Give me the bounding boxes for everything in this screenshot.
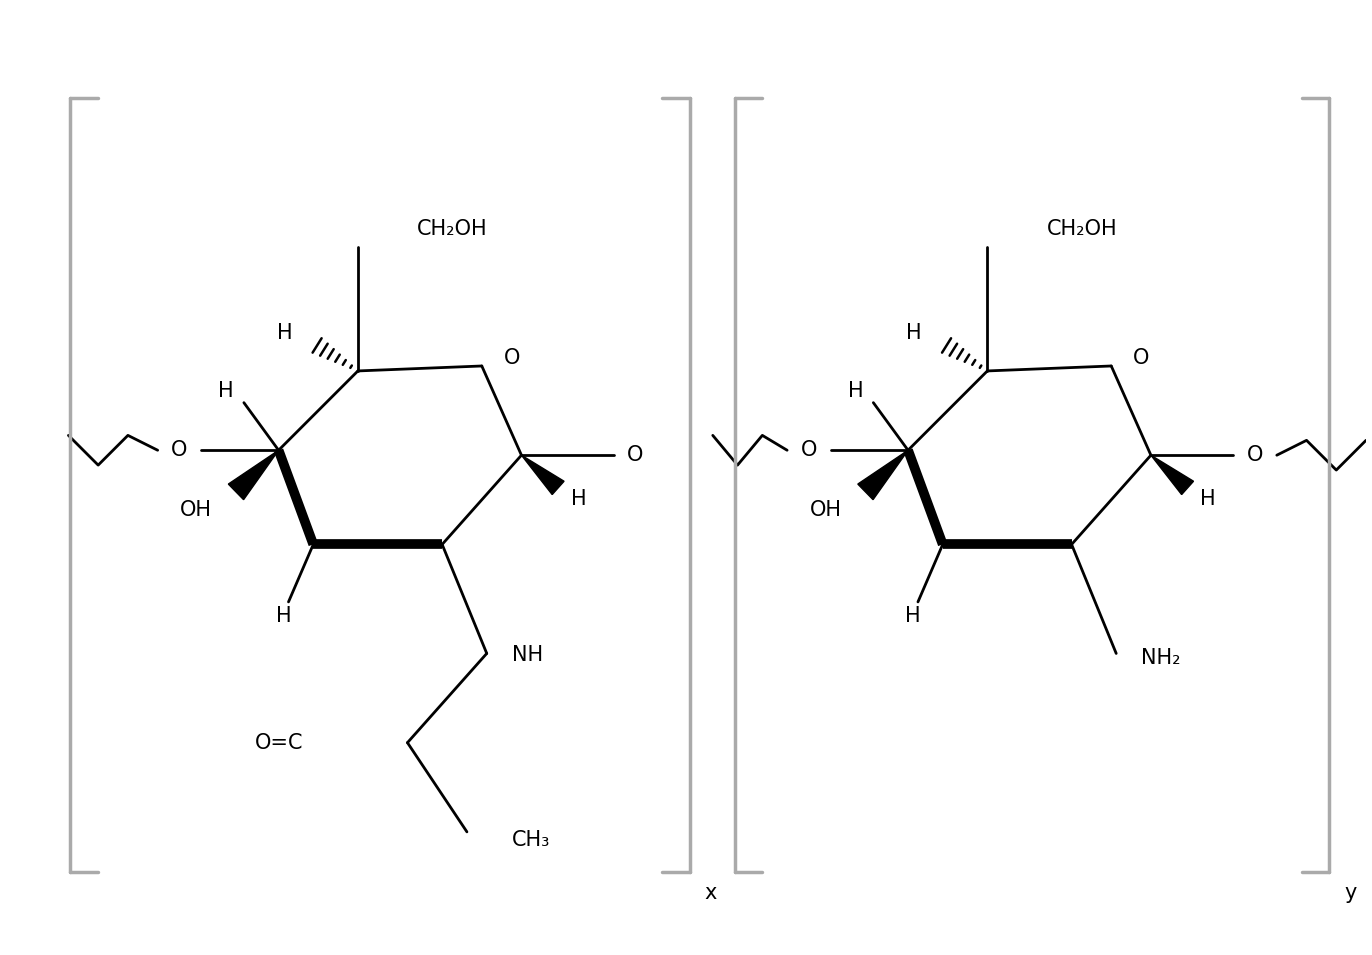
Text: O: O: [504, 348, 520, 368]
Text: y: y: [1345, 883, 1357, 903]
Text: H: H: [277, 324, 292, 343]
Text: OH: OH: [809, 499, 841, 520]
Text: CH₂OH: CH₂OH: [417, 220, 488, 239]
Text: O: O: [801, 440, 818, 460]
Text: NH: NH: [512, 646, 543, 666]
Text: H: H: [906, 605, 921, 626]
Polygon shape: [521, 456, 564, 495]
Text: OH: OH: [180, 499, 213, 520]
Polygon shape: [1151, 456, 1194, 495]
Text: H: H: [907, 324, 922, 343]
Text: CH₃: CH₃: [512, 830, 550, 850]
Text: H: H: [848, 381, 863, 401]
Text: H: H: [218, 381, 235, 401]
Text: x: x: [705, 883, 718, 903]
Text: H: H: [571, 489, 587, 509]
Polygon shape: [228, 450, 279, 499]
Text: O: O: [627, 445, 643, 465]
Text: H: H: [1200, 489, 1216, 509]
Polygon shape: [858, 450, 908, 499]
Text: H: H: [276, 605, 291, 626]
Text: O=C: O=C: [255, 732, 303, 753]
Text: O: O: [172, 440, 188, 460]
Text: NH₂: NH₂: [1142, 648, 1181, 668]
Text: O: O: [1133, 348, 1150, 368]
Text: CH₂OH: CH₂OH: [1047, 220, 1117, 239]
Text: O: O: [1247, 445, 1264, 465]
